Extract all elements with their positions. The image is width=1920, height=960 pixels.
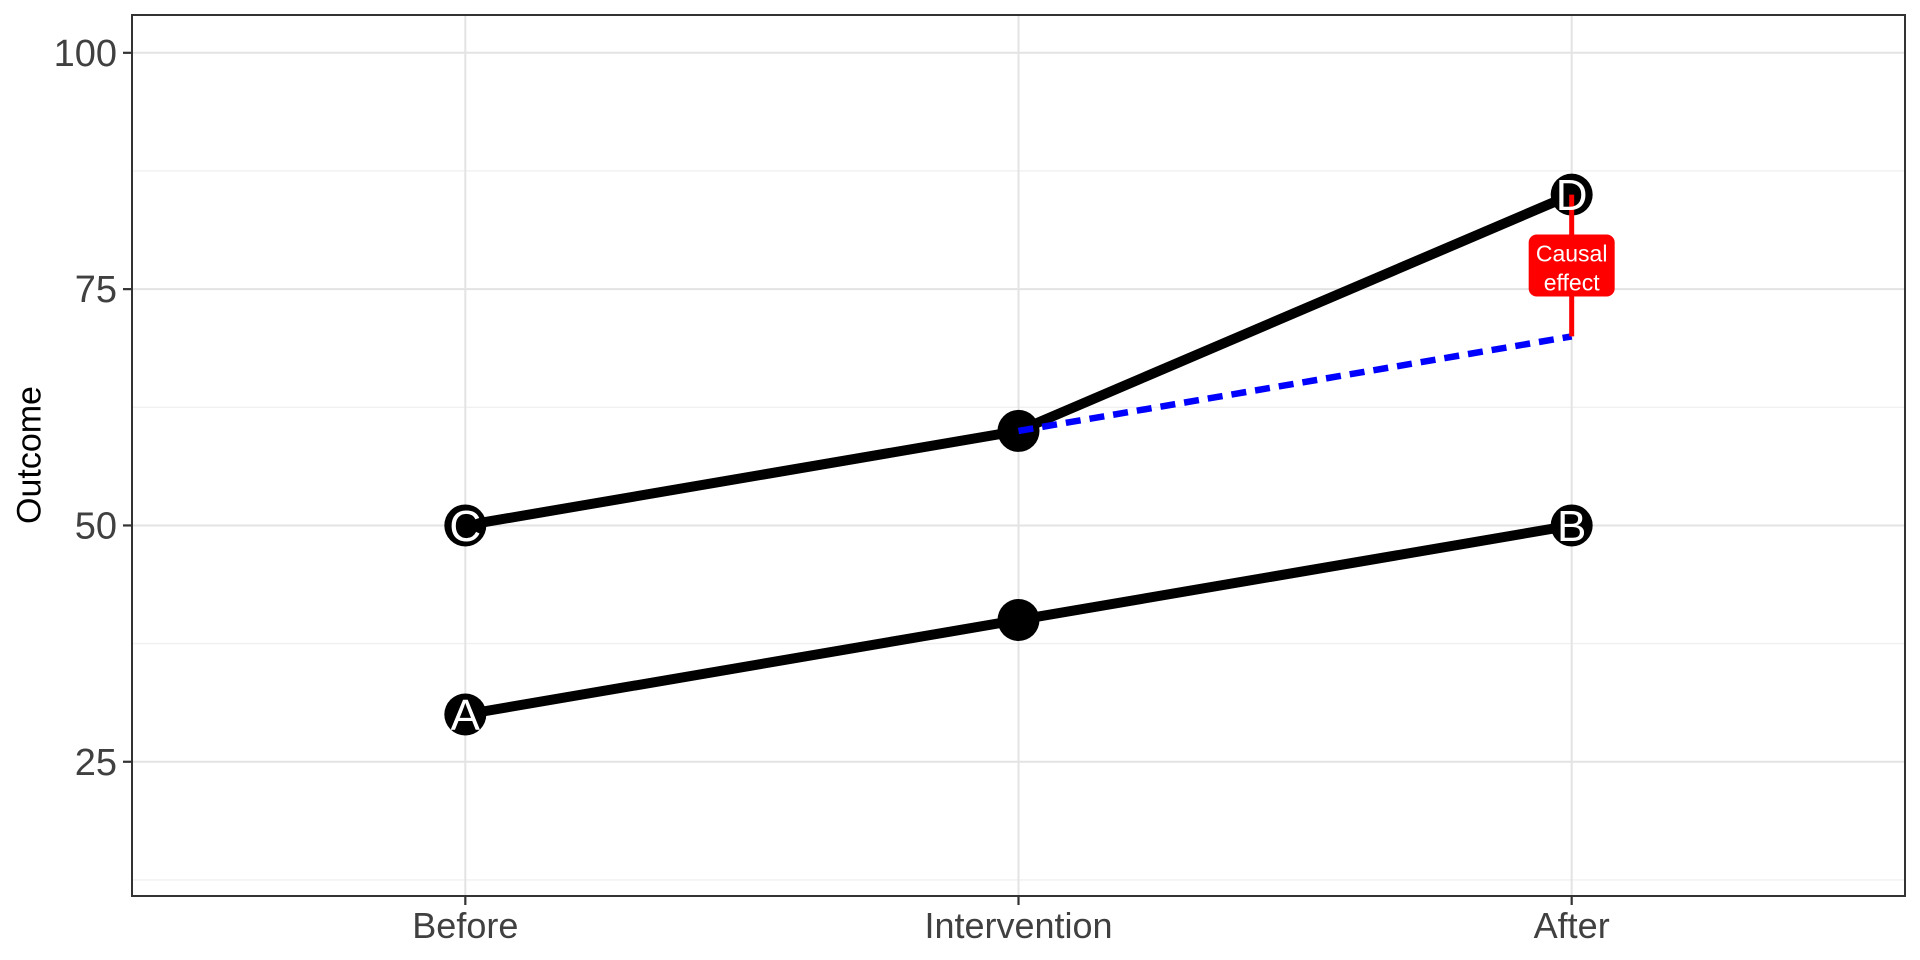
y-tick-label: 50 — [75, 505, 117, 547]
data-point-control-group-intervention — [997, 598, 1040, 641]
y-tick-label: 75 — [75, 269, 117, 311]
x-tick-label: Before — [412, 905, 518, 946]
y-tick-label: 25 — [75, 742, 117, 784]
data-point-c — [444, 504, 487, 547]
y-tick-label: 100 — [54, 33, 117, 75]
x-tick-label: After — [1534, 905, 1610, 946]
causal-effect-label-box — [1528, 234, 1615, 297]
point-label-d: D — [1556, 171, 1588, 220]
data-point-a — [444, 693, 487, 736]
causal-effect-label-text: effect — [1544, 269, 1600, 295]
point-label-c: C — [449, 502, 481, 551]
x-tick-label: Intervention — [924, 905, 1112, 946]
causal-effect-label-text: Causal — [1536, 240, 1608, 266]
point-label-a: A — [451, 691, 481, 740]
counterfactual-line — [1017, 333, 1573, 435]
point-label-b: B — [1557, 502, 1586, 551]
data-point-b — [1550, 504, 1593, 547]
